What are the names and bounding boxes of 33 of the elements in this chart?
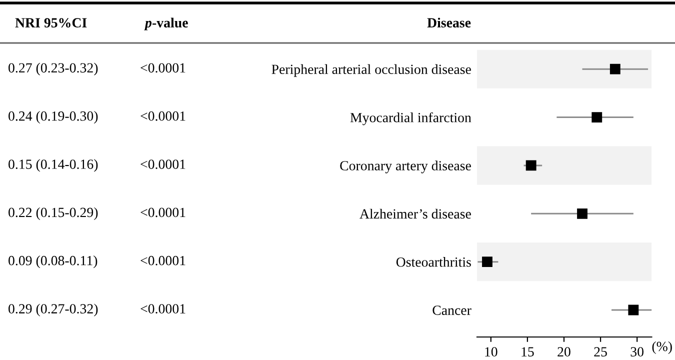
text: <0.0001 [140,256,186,266]
point [482,256,492,268]
y-axis-title: Disease [427,18,471,28]
text: <0.0001 [140,304,186,314]
data-label: 0.09 (0.08-0.11) [8,256,98,268]
point [577,208,588,219]
y-tick-label: Cancer [432,306,472,315]
point [592,112,602,122]
data-label: 0.15 (0.14-0.16) [8,159,98,172]
x-tick-label: 25 [594,347,607,356]
y-tick-label: Coronary artery disease [340,160,471,174]
text: <0.0001 [140,111,186,121]
y-tick-label: Myocardial infarction [350,112,472,126]
text: p-value [144,18,188,30]
x-tick-label: 20 [558,347,570,356]
text: NRI 95%CI [15,18,87,28]
point [526,160,536,171]
text: <0.0001 [140,63,186,73]
point [610,64,620,74]
data-label: 0.29 (0.27-0.32) [8,304,98,316]
text: <0.0001 [140,208,186,218]
y-tick-label: Alzheimer’s disease [360,208,471,219]
point [628,304,639,316]
data-label: 0.27 (0.23-0.32) [8,62,98,76]
y-tick-label: Osteoarthritis [396,257,471,267]
x-axis-title: (%) [652,341,672,354]
data-label: 0.24 (0.19-0.30) [8,110,98,124]
text: <0.0001 [140,160,186,169]
x-tick-label: 15 [522,347,534,356]
data-label: 0.22 (0.15-0.29) [8,207,98,220]
x-tick-label: 10 [485,347,498,356]
x-tick-label: 30 [630,347,644,356]
y-tick-label: Peripheral arterial occlusion disease [272,64,471,77]
